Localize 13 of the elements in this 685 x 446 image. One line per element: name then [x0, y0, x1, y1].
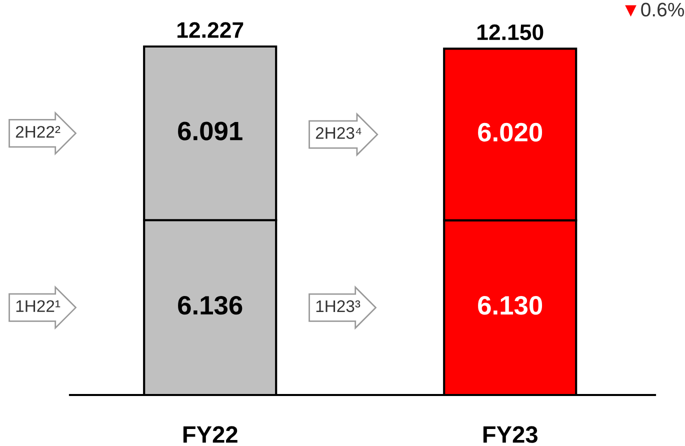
data-label: 6.136 — [178, 296, 242, 315]
text: ▼0.6% — [625, 2, 684, 17]
x-tick-label: FY22 — [183, 426, 238, 443]
annotation: 2H23⁴ — [316, 127, 362, 139]
text: 1H22¹ — [16, 300, 60, 312]
data-label: 6.091 — [178, 122, 242, 140]
annotation: 1H23³ — [316, 300, 360, 312]
x-tick-label: FY23 — [483, 426, 538, 443]
total-label: 12.227 — [178, 22, 244, 38]
text: 2H22² — [16, 126, 60, 138]
total-label: 12.150 — [478, 24, 544, 40]
data-label: 6.130 — [478, 296, 542, 315]
data-label: 6.020 — [478, 122, 542, 142]
